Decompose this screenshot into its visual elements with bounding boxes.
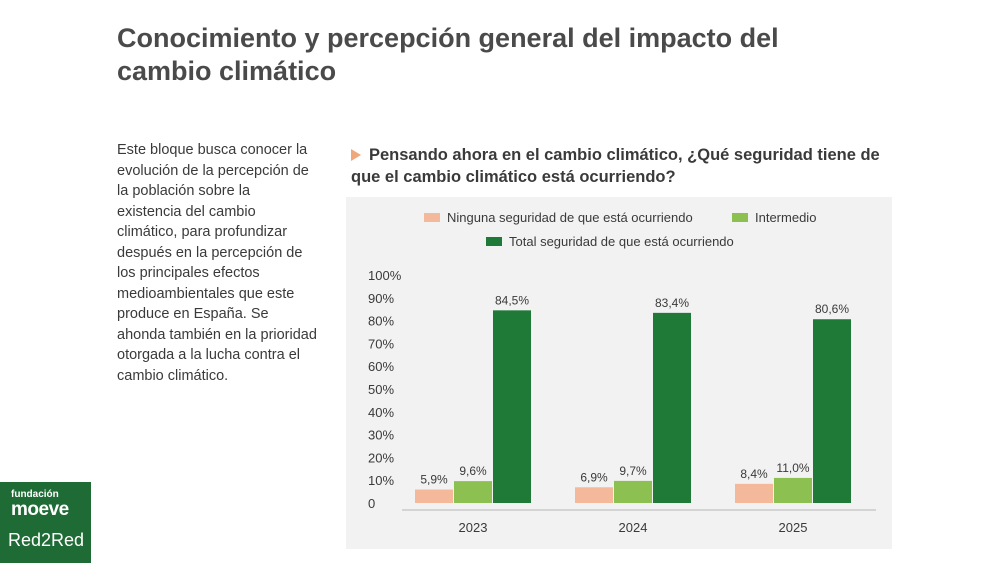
legend-swatch — [486, 237, 502, 246]
data-label: 9,7% — [619, 464, 647, 478]
bar — [415, 489, 453, 503]
legend-swatch — [732, 213, 748, 222]
data-label: 9,6% — [459, 464, 487, 478]
y-tick-label: 20% — [368, 450, 394, 465]
bar — [614, 480, 652, 503]
chart-question-text: Pensando ahora en el cambio climático, ¿… — [351, 146, 880, 186]
chart-panel: Ninguna seguridad de que está ocurriendo… — [346, 197, 892, 549]
section-description: Este bloque busca conocer la evolución d… — [117, 142, 317, 384]
bar — [813, 319, 851, 503]
y-tick-label: 70% — [368, 336, 394, 351]
brand-logo: fundación moeve Red2Red — [0, 482, 91, 563]
y-tick-label: 80% — [368, 314, 394, 329]
y-tick-label: 0 — [368, 496, 375, 511]
data-label: 11,0% — [776, 461, 809, 475]
bar-chart: Ninguna seguridad de que está ocurriendo… — [368, 210, 876, 535]
y-tick-label: 10% — [368, 473, 394, 488]
data-label: 80,6% — [815, 302, 849, 316]
y-tick-label: 100% — [368, 268, 402, 283]
legend-swatch — [424, 213, 440, 222]
y-tick-label: 60% — [368, 359, 394, 374]
bar — [735, 483, 773, 503]
page-title: Conocimiento y percepción general del im… — [117, 23, 779, 86]
bar — [774, 477, 812, 503]
legend-label: Total seguridad de que está ocurriendo — [509, 234, 734, 249]
x-tick-label: 2025 — [779, 520, 808, 535]
y-tick-label: 40% — [368, 405, 394, 420]
logo-line-red2red: Red2Red — [8, 530, 85, 550]
x-tick-label: 2023 — [459, 520, 488, 535]
bar — [575, 487, 613, 503]
y-tick-label: 90% — [368, 291, 394, 306]
legend-label: Intermedio — [755, 210, 816, 225]
logo-line-moeve: moeve — [11, 499, 69, 520]
data-label: 6,9% — [580, 470, 608, 484]
legend-label: Ninguna seguridad de que está ocurriendo — [447, 210, 693, 225]
data-label: 8,4% — [740, 467, 768, 481]
x-tick-label: 2024 — [619, 520, 648, 535]
bar — [653, 312, 691, 503]
bar — [493, 310, 531, 503]
chart-question: Pensando ahora en el cambio climático, ¿… — [351, 144, 891, 188]
triangle-bullet-icon — [351, 149, 361, 161]
data-label: 83,4% — [655, 296, 689, 310]
data-label: 84,5% — [495, 293, 529, 307]
logo-line-fundacion: fundación — [11, 489, 59, 500]
y-tick-label: 30% — [368, 428, 394, 443]
y-tick-label: 50% — [368, 382, 394, 397]
bar — [454, 481, 492, 503]
data-label: 5,9% — [420, 473, 448, 487]
